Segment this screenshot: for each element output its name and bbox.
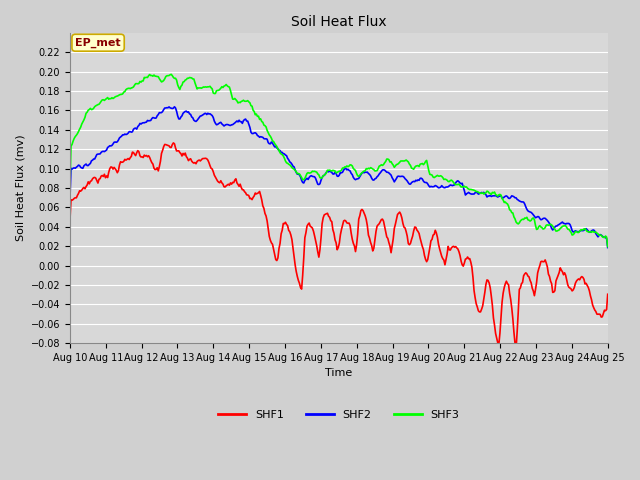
SHF3 [604,244,612,250]
SHF1 [66,219,74,225]
SHF2 [323,169,330,175]
SHF2 [604,245,612,251]
SHF3 [358,170,366,176]
SHF2 [508,193,516,199]
SHF2 [66,198,74,204]
Title: Soil Heat Flux: Soil Heat Flux [291,15,387,29]
SHF1 [326,215,333,220]
SHF1 [358,206,366,212]
Line: SHF2: SHF2 [70,107,608,248]
Line: SHF1: SHF1 [70,143,608,348]
SHF1 [604,291,612,297]
SHF3 [326,167,333,173]
SHF1 [512,346,520,351]
SHF1 [387,250,395,255]
SHF2 [387,172,395,178]
SHF2 [592,231,600,237]
SHF3 [66,184,74,190]
SHF1 [508,305,516,311]
SHF3 [592,229,600,235]
Y-axis label: Soil Heat Flux (mv): Soil Heat Flux (mv) [15,135,25,241]
SHF2 [358,170,366,176]
Line: SHF3: SHF3 [70,74,608,247]
Text: EP_met: EP_met [76,37,121,48]
SHF1 [323,211,330,216]
SHF3 [508,210,516,216]
SHF3 [168,72,175,77]
X-axis label: Time: Time [325,368,353,378]
SHF3 [323,170,330,176]
Legend: SHF1, SHF2, SHF3: SHF1, SHF2, SHF3 [214,406,464,424]
SHF1 [593,311,601,317]
SHF2 [171,104,179,109]
SHF1 [170,140,177,146]
SHF2 [326,168,333,174]
SHF3 [387,159,395,165]
